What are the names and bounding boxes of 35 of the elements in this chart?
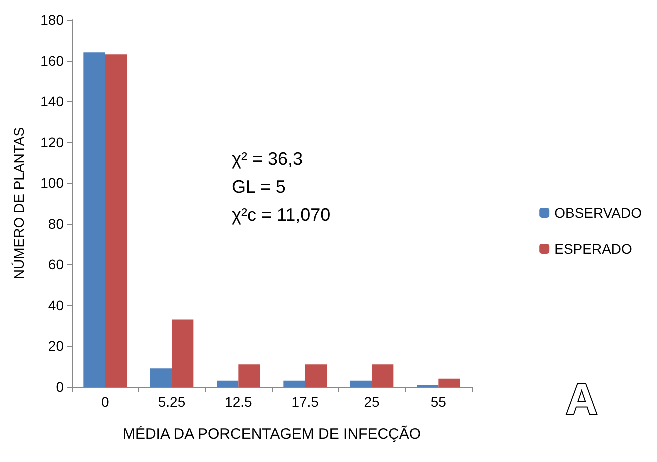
legend-label: OBSERVADO <box>554 205 642 221</box>
y-tick-label: 60 <box>48 256 64 273</box>
y-tick-label: 140 <box>40 94 64 110</box>
bar <box>305 364 327 387</box>
bar <box>217 380 239 387</box>
bar <box>350 380 372 387</box>
x-axis-title: MÉDIA DA PORCENTAGEM DE INFECÇÃO <box>122 425 422 443</box>
y-tick-label: 0 <box>56 379 64 395</box>
bar <box>150 368 172 387</box>
y-tick-label: 100 <box>40 175 64 192</box>
y-tick-label: 160 <box>40 52 64 69</box>
legend-label: ESPERADO <box>554 241 633 257</box>
bar <box>172 320 194 387</box>
bar <box>372 364 394 387</box>
x-tick-label: 55 <box>430 394 447 410</box>
x-tick-label: 17.5 <box>292 394 320 410</box>
annotation: χ²c = 11,070 <box>232 205 331 225</box>
bar <box>438 378 460 387</box>
bar <box>284 380 306 387</box>
annotation: GL = 5 <box>232 177 286 197</box>
y-tick-label: 180 <box>40 12 64 28</box>
bar <box>238 364 260 387</box>
x-tick-label: 12.5 <box>225 394 253 410</box>
x-tick-label: 0 <box>101 394 110 410</box>
y-axis-title: NÚMERO DE PLANTAS <box>11 127 27 280</box>
text: A <box>566 376 598 424</box>
y-tick-label: 120 <box>40 134 64 150</box>
x-tick-label: 5.25 <box>158 394 186 410</box>
annotation: χ² = 36,3 <box>232 149 303 169</box>
bar <box>84 52 106 387</box>
y-tick-label: 40 <box>48 297 64 314</box>
x-tick-label: 25 <box>364 394 380 410</box>
y-tick-label: 20 <box>48 338 64 354</box>
bar <box>105 54 127 387</box>
y-tick-label: 80 <box>48 216 64 232</box>
